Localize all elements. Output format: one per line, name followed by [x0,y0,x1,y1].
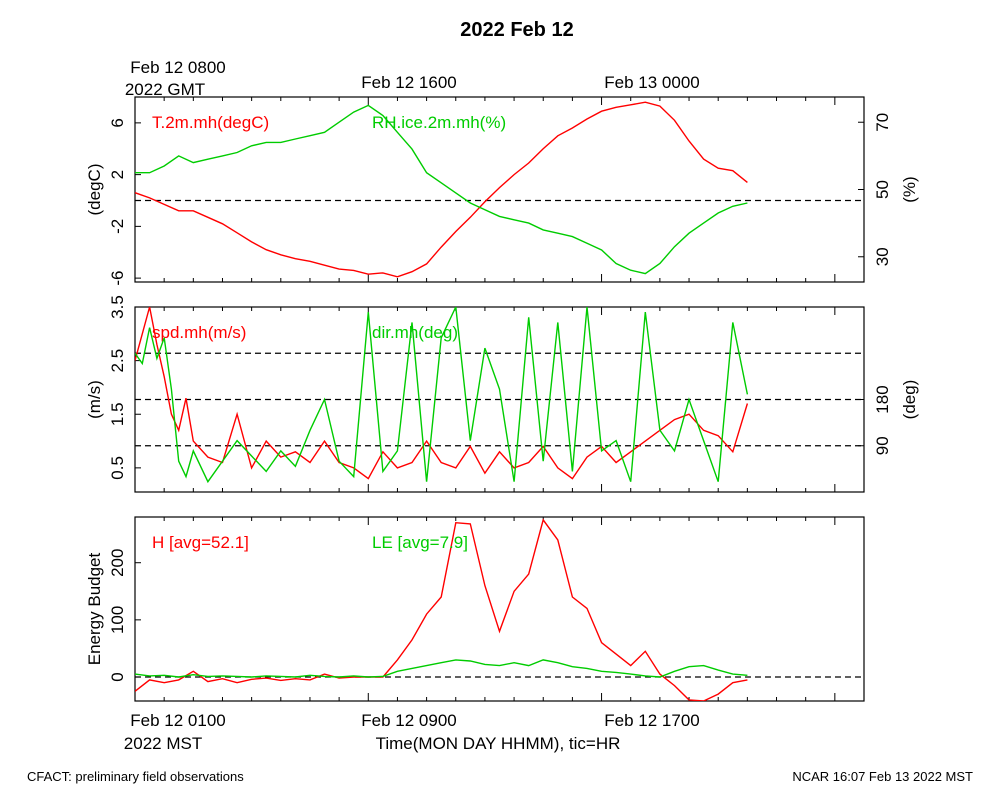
bottom-axis-label-1: Feb 12 0900 [361,711,456,730]
left-tick-label: 0.5 [108,456,127,480]
footer-left: CFACT: preliminary field observations [27,769,244,784]
right-tick-label: 50 [873,180,892,199]
chart-title: 2022 Feb 12 [460,19,573,41]
legend-label-wind-0: spd.mh(m/s) [152,323,246,342]
series-line-wind-1 [135,307,749,484]
right-tick-label: 180 [873,385,892,413]
top-axis-label-0: Feb 12 0800 [130,58,225,77]
y-axis-title-left: (degC) [85,164,104,216]
x-axis-title: Time(MON DAY HHMM), tic=HR [376,734,621,753]
series-line-wind-0 [135,307,749,480]
y-axis-title-right: (deg) [900,380,919,420]
right-tick-label: 70 [873,113,892,132]
right-tick-label: 30 [873,247,892,266]
series-line-energy_budget-1 [135,659,748,678]
top-axis-label-1: Feb 12 1600 [361,73,456,92]
y-axis-title-left: (m/s) [85,380,104,419]
left-tick-label: 3.5 [108,295,127,319]
bottom-axis-timezone: 2022 MST [124,734,202,753]
left-tick-label: -2 [108,219,127,234]
left-tick-label: 0 [108,672,127,681]
left-tick-label: 2 [108,170,127,179]
left-tick-label: -6 [108,271,127,286]
right-tick-label: 90 [873,436,892,455]
series-line-energy_budget-0 [135,518,748,701]
series-line-temperature_rh-0 [135,101,748,278]
bottom-axis-label-2: Feb 12 1700 [604,711,699,730]
legend-label-energy_budget-0: H [avg=52.1] [152,533,249,552]
left-tick-label: 1.5 [108,402,127,426]
left-tick-label: 100 [108,606,127,634]
legend-label-temperature_rh-0: T.2m.mh(degC) [152,113,269,132]
plot-frame-energy_budget [134,516,865,702]
legend-label-temperature_rh-1: RH.ice.2m.mh(%) [372,113,506,132]
y-axis-title-right: (%) [900,176,919,202]
y-axis-title-left: Energy Budget [85,552,104,665]
legend-label-wind-1: dir.mh(deg) [372,323,458,342]
top-axis-label-2: Feb 13 0000 [604,73,699,92]
footer-right: NCAR 16:07 Feb 13 2022 MST [792,769,973,784]
legend-label-energy_budget-1: LE [avg=7.9] [372,533,468,552]
bottom-axis-label-0: Feb 12 0100 [130,711,225,730]
left-tick-label: 2.5 [108,349,127,373]
series-line-temperature_rh-1 [135,104,748,275]
top-axis-timezone: 2022 GMT [125,80,205,99]
left-tick-label: 200 [108,549,127,577]
left-tick-label: 6 [108,118,127,127]
